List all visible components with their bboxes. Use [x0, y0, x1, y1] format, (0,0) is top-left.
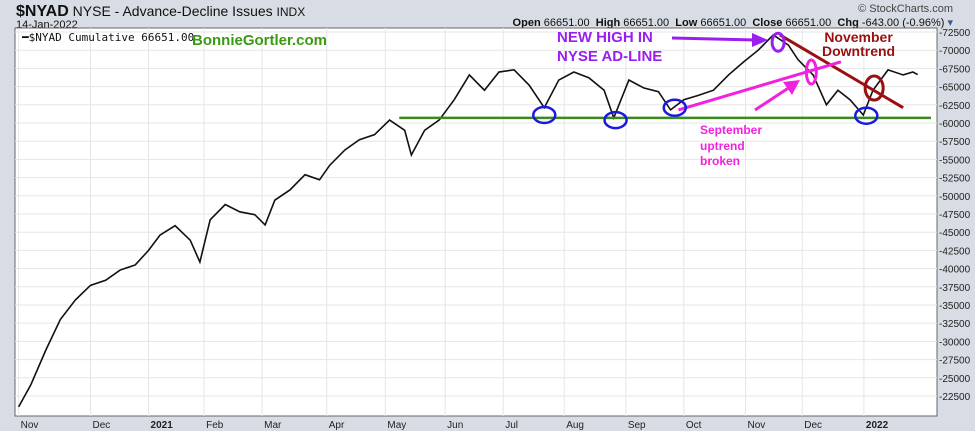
x-tick-label: Nov: [21, 420, 39, 431]
y-tick-label: -27500: [939, 356, 971, 367]
dropdown-icon[interactable]: ▾: [947, 17, 953, 29]
series-line: [17, 33, 919, 408]
x-tick-label: Apr: [329, 420, 345, 431]
legend-label: $NYAD Cumulative 66651.00: [28, 31, 195, 44]
y-tick-label: -47500: [939, 210, 971, 221]
stockcharts-brand: © StockCharts.com: [858, 3, 953, 15]
x-tick-label: Oct: [686, 420, 702, 431]
x-tick-label: Mar: [264, 420, 282, 431]
close-value: 66651.00: [785, 17, 832, 29]
annotation-line: broken: [700, 154, 741, 169]
y-tick-label: -57500: [939, 137, 971, 148]
y-tick-label: -37500: [939, 283, 971, 294]
exchange: INDX: [276, 5, 306, 19]
y-tick-label: -42500: [939, 246, 971, 257]
purple-arrowhead-icon: [752, 33, 768, 47]
symbol: $NYAD: [16, 3, 69, 20]
legend-swatch: ━: [22, 31, 29, 44]
annotation-line: NYSE AD-LINE: [557, 48, 663, 65]
chart-title: $NYAD NYSE - Advance-Decline Issues INDX: [16, 3, 305, 21]
annotation-line: November: [824, 29, 893, 45]
close-label: Close: [752, 17, 783, 29]
y-tick-label: -55000: [939, 155, 971, 166]
purple-ellipse: [770, 31, 786, 53]
x-tick-label: Dec: [93, 420, 111, 431]
open-value: 66651.00: [543, 17, 590, 29]
y-tick-label: -45000: [939, 228, 971, 239]
chg-value: -643.00 (-0.96%): [861, 17, 945, 29]
x-tick-label: 2022: [866, 420, 889, 431]
annotation-line: NEW HIGH IN: [557, 29, 653, 46]
high-value: 66651.00: [623, 17, 670, 29]
blue-ellipse: [662, 98, 688, 117]
y-tick-label: -60000: [939, 119, 971, 130]
annotation-line: September: [700, 123, 763, 137]
annotation-line: uptrend: [700, 138, 745, 153]
x-tick-label: 2021: [151, 420, 174, 431]
x-tick-label: Sep: [628, 420, 646, 431]
annotation-line: Downtrend: [822, 43, 896, 59]
x-tick-label: Dec: [804, 420, 822, 431]
high-label: High: [595, 17, 621, 29]
ohlc-bar: Open 66651.00 High 66651.00 Low 66651.00…: [513, 16, 953, 29]
pink-arrowhead-icon: [783, 80, 800, 95]
low-value: 66651.00: [700, 17, 747, 29]
y-tick-label: -40000: [939, 265, 971, 276]
y-tick-label: -72500: [939, 28, 971, 39]
y-tick-label: -32500: [939, 319, 971, 330]
blue-ellipse: [854, 106, 879, 125]
blue-ellipse: [603, 110, 628, 130]
x-tick-label: Aug: [566, 420, 584, 431]
open-label: Open: [512, 17, 541, 29]
chg-label: Chg: [837, 17, 859, 29]
x-tick-label: Nov: [747, 420, 765, 431]
y-tick-label: -50000: [939, 192, 971, 203]
y-tick-label: -70000: [939, 46, 971, 57]
annotation-september: September uptrend broken: [700, 123, 762, 170]
red-ellipse: [863, 74, 885, 102]
y-tick-label: -22500: [939, 392, 971, 403]
y-tick-label: -67500: [939, 64, 971, 75]
x-tick-label: Jun: [447, 420, 463, 431]
y-tick-label: -52500: [939, 174, 971, 185]
low-label: Low: [675, 17, 698, 29]
y-tick-label: -65000: [939, 83, 971, 94]
september-uptrend-line: [677, 60, 842, 112]
y-tick-label: -35000: [939, 301, 971, 312]
symbol-name: NYSE - Advance-Decline Issues: [72, 3, 273, 19]
y-tick-label: -25000: [939, 374, 971, 385]
x-tick-label: May: [387, 420, 406, 431]
x-tick-label: Jul: [505, 420, 518, 431]
annotation-new-high: NEW HIGH IN NYSE AD-LINE: [557, 30, 662, 64]
pink-arrow-icon: [754, 85, 791, 112]
purple-arrow-icon: [671, 36, 756, 42]
blue-ellipse: [532, 105, 557, 125]
y-tick-label: -62500: [939, 101, 971, 112]
annotation-november: November Downtrend: [822, 30, 895, 58]
legend: ━$NYAD Cumulative 66651.00: [22, 31, 194, 44]
y-tick-label: -30000: [939, 337, 971, 348]
pink-ellipse: [804, 58, 818, 86]
x-tick-label: Feb: [206, 420, 224, 431]
watermark: BonnieGortler.com: [192, 32, 328, 49]
